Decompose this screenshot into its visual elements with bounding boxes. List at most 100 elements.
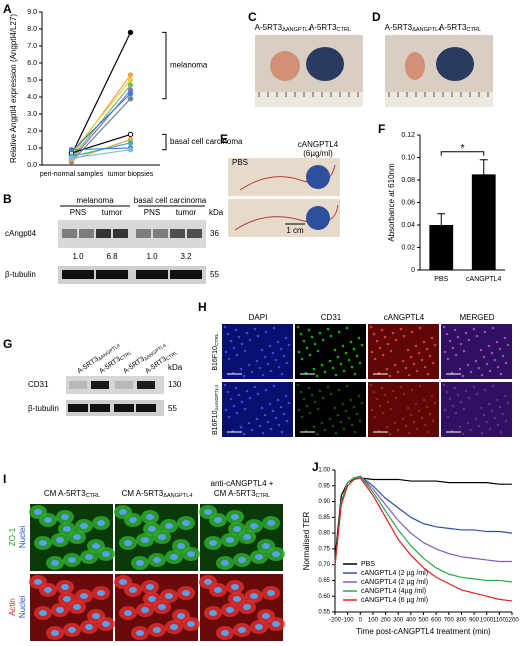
significance-bracket	[440, 151, 485, 156]
label-sub: CTRL	[119, 350, 133, 362]
speck	[388, 432, 392, 436]
nucleus	[63, 526, 71, 532]
panel-letter: A	[3, 2, 12, 16]
speck	[261, 431, 265, 435]
band	[90, 404, 110, 412]
speck	[430, 336, 434, 340]
speck	[414, 402, 418, 406]
speck	[491, 384, 495, 388]
speck	[380, 328, 384, 332]
speck	[487, 344, 491, 348]
band	[62, 270, 94, 279]
speck	[394, 338, 398, 342]
micrograph	[295, 382, 366, 437]
speck	[300, 357, 304, 361]
speck	[284, 394, 288, 398]
series-line	[71, 147, 131, 151]
series-line	[71, 98, 131, 163]
nucleus	[102, 621, 110, 627]
speck	[355, 412, 359, 416]
micrograph	[222, 324, 293, 379]
speck	[459, 400, 463, 404]
speck	[504, 419, 508, 423]
speck	[420, 358, 424, 362]
speck	[445, 390, 449, 394]
y-tick-label: 0.90	[318, 499, 330, 505]
nucleus	[68, 627, 76, 633]
label-sub: CTRL	[466, 27, 481, 33]
speck	[391, 331, 395, 335]
series-line	[71, 149, 131, 159]
speck	[412, 362, 416, 366]
speck	[391, 389, 395, 393]
blot	[66, 376, 164, 394]
speck	[488, 369, 492, 373]
panel-letter: G	[3, 337, 12, 351]
speck	[499, 372, 503, 376]
nucleus	[231, 584, 239, 590]
speck	[406, 348, 410, 352]
speck	[261, 373, 265, 377]
speck	[274, 358, 278, 362]
nucleus	[136, 560, 144, 566]
speck	[353, 372, 357, 376]
speck	[401, 359, 405, 363]
nucleus	[250, 523, 258, 529]
vessel	[234, 204, 339, 231]
speck	[483, 330, 487, 334]
nucleus	[63, 596, 71, 602]
speck	[352, 405, 356, 409]
matrigel	[306, 206, 330, 230]
speck	[302, 397, 306, 401]
speck	[462, 407, 466, 411]
bar	[471, 174, 496, 270]
nucleus	[73, 604, 81, 610]
legend-label: cANGPTL4 (2 µg /ml)	[361, 570, 428, 577]
annotation: *	[460, 143, 465, 155]
nucleus	[56, 537, 64, 543]
speck	[373, 415, 377, 419]
speck	[499, 430, 503, 434]
nucleus	[238, 627, 246, 633]
speck	[477, 366, 481, 370]
speck	[417, 351, 421, 355]
speck	[242, 432, 246, 436]
nucleus	[124, 610, 132, 616]
panel-letter: F	[378, 122, 385, 136]
speck	[285, 419, 289, 423]
speck	[415, 427, 419, 431]
speck	[282, 412, 286, 416]
label: 1.0	[72, 252, 84, 261]
label: kDa	[168, 363, 183, 372]
x-tick-label: 300	[393, 618, 404, 624]
speck	[253, 385, 257, 389]
speck	[350, 365, 354, 369]
speck	[223, 325, 227, 329]
speck	[385, 425, 389, 429]
y-tick-label: 0.65	[318, 578, 330, 584]
speck	[496, 365, 500, 369]
label: 130	[168, 380, 182, 389]
nucleus	[226, 537, 234, 543]
speck	[258, 424, 262, 428]
speck	[482, 413, 486, 417]
speck	[253, 327, 257, 331]
speck	[276, 398, 280, 402]
micrograph	[368, 382, 439, 437]
marker	[127, 147, 134, 153]
speck	[490, 409, 494, 413]
speck	[410, 330, 414, 334]
label: β-tubulin	[28, 404, 59, 413]
speck	[479, 406, 483, 410]
nucleus	[209, 610, 217, 616]
label-base: CM A-5RT3	[44, 489, 86, 498]
speck	[375, 339, 379, 343]
speck	[466, 421, 470, 425]
band	[69, 381, 87, 389]
speck	[373, 357, 377, 361]
marker	[127, 140, 134, 146]
speck	[240, 400, 244, 404]
speck	[372, 390, 376, 394]
label: anti-cANGPTL4 + CM A-5RT3CTRL	[211, 479, 274, 499]
nucleus	[97, 590, 105, 596]
